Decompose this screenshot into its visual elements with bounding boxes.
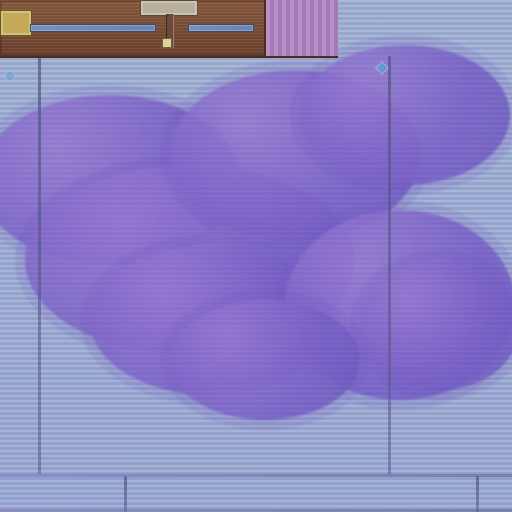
health-meter	[30, 24, 156, 32]
cloud-mass	[170, 300, 360, 420]
stage-floor-line	[0, 509, 512, 512]
star-icon	[4, 70, 16, 82]
cloud-mass	[360, 260, 512, 390]
stage-floor-line	[0, 474, 512, 477]
hud-center-slot	[166, 14, 174, 48]
stage-guide-line	[124, 476, 127, 512]
energy-meter	[188, 24, 254, 32]
hud-left-cap	[0, 10, 32, 36]
top-hud-panel	[0, 0, 338, 58]
cloud-mass	[300, 45, 510, 185]
stage-guide-line	[476, 476, 479, 512]
stage-guide-line	[388, 56, 391, 474]
hud-right-panel	[264, 0, 338, 56]
stage-guide-line	[38, 56, 41, 474]
hud-center-indicator	[162, 38, 172, 48]
